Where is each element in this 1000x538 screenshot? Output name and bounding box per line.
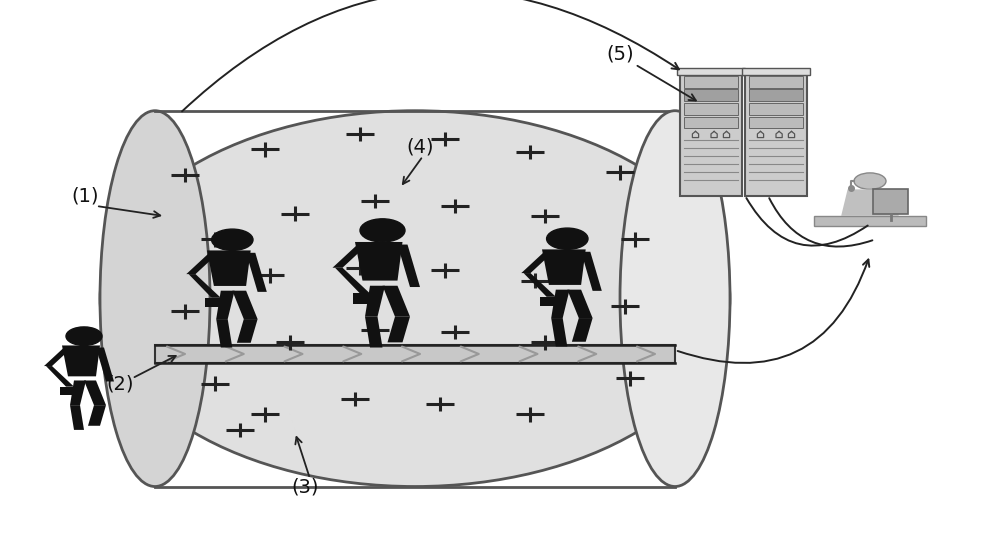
FancyBboxPatch shape	[680, 72, 742, 196]
Polygon shape	[398, 245, 420, 287]
Circle shape	[360, 219, 405, 242]
FancyBboxPatch shape	[684, 76, 738, 88]
Polygon shape	[232, 291, 258, 319]
Text: (2): (2)	[106, 374, 134, 393]
Text: (4): (4)	[406, 137, 434, 156]
Polygon shape	[388, 317, 410, 342]
Polygon shape	[365, 286, 385, 317]
Polygon shape	[84, 380, 106, 405]
FancyBboxPatch shape	[749, 89, 803, 101]
Polygon shape	[382, 286, 410, 317]
Polygon shape	[189, 274, 221, 298]
Polygon shape	[572, 318, 593, 342]
FancyArrowPatch shape	[678, 259, 869, 363]
Bar	[205, 298, 228, 307]
Circle shape	[854, 173, 886, 189]
Polygon shape	[567, 289, 593, 318]
FancyArrowPatch shape	[769, 198, 872, 246]
Polygon shape	[216, 291, 235, 319]
Polygon shape	[551, 289, 570, 318]
Ellipse shape	[100, 111, 210, 486]
Circle shape	[66, 327, 102, 345]
FancyBboxPatch shape	[684, 89, 738, 101]
Polygon shape	[335, 268, 370, 293]
Circle shape	[212, 229, 253, 250]
Bar	[677, 68, 745, 75]
Polygon shape	[355, 242, 402, 281]
Bar	[352, 293, 378, 304]
Text: (1): (1)	[71, 186, 99, 205]
Text: (5): (5)	[606, 45, 634, 63]
Polygon shape	[524, 273, 556, 297]
Polygon shape	[542, 250, 586, 285]
Bar	[742, 68, 810, 75]
Polygon shape	[96, 348, 114, 381]
FancyBboxPatch shape	[749, 103, 803, 115]
FancyBboxPatch shape	[749, 76, 803, 88]
FancyBboxPatch shape	[873, 189, 908, 214]
FancyBboxPatch shape	[684, 103, 738, 115]
Bar	[60, 387, 80, 395]
Polygon shape	[332, 245, 368, 268]
Bar	[155, 345, 675, 363]
Polygon shape	[246, 253, 267, 292]
Polygon shape	[62, 345, 100, 377]
Polygon shape	[551, 318, 567, 346]
FancyBboxPatch shape	[749, 117, 803, 128]
Bar	[540, 297, 563, 306]
Polygon shape	[70, 405, 84, 430]
Polygon shape	[841, 189, 899, 216]
Ellipse shape	[100, 111, 730, 486]
Polygon shape	[237, 319, 258, 343]
FancyBboxPatch shape	[745, 72, 807, 196]
Polygon shape	[207, 250, 251, 286]
Polygon shape	[88, 405, 106, 426]
Polygon shape	[521, 252, 554, 273]
Circle shape	[547, 228, 588, 250]
Polygon shape	[216, 319, 232, 348]
Ellipse shape	[620, 111, 730, 486]
Polygon shape	[70, 380, 86, 405]
Polygon shape	[44, 348, 72, 366]
Polygon shape	[46, 366, 74, 387]
FancyBboxPatch shape	[684, 117, 738, 128]
Text: (3): (3)	[291, 477, 319, 496]
Polygon shape	[365, 317, 382, 348]
Polygon shape	[851, 193, 867, 209]
FancyArrowPatch shape	[746, 198, 868, 246]
Polygon shape	[581, 252, 602, 291]
Polygon shape	[186, 253, 218, 274]
Polygon shape	[814, 216, 926, 225]
